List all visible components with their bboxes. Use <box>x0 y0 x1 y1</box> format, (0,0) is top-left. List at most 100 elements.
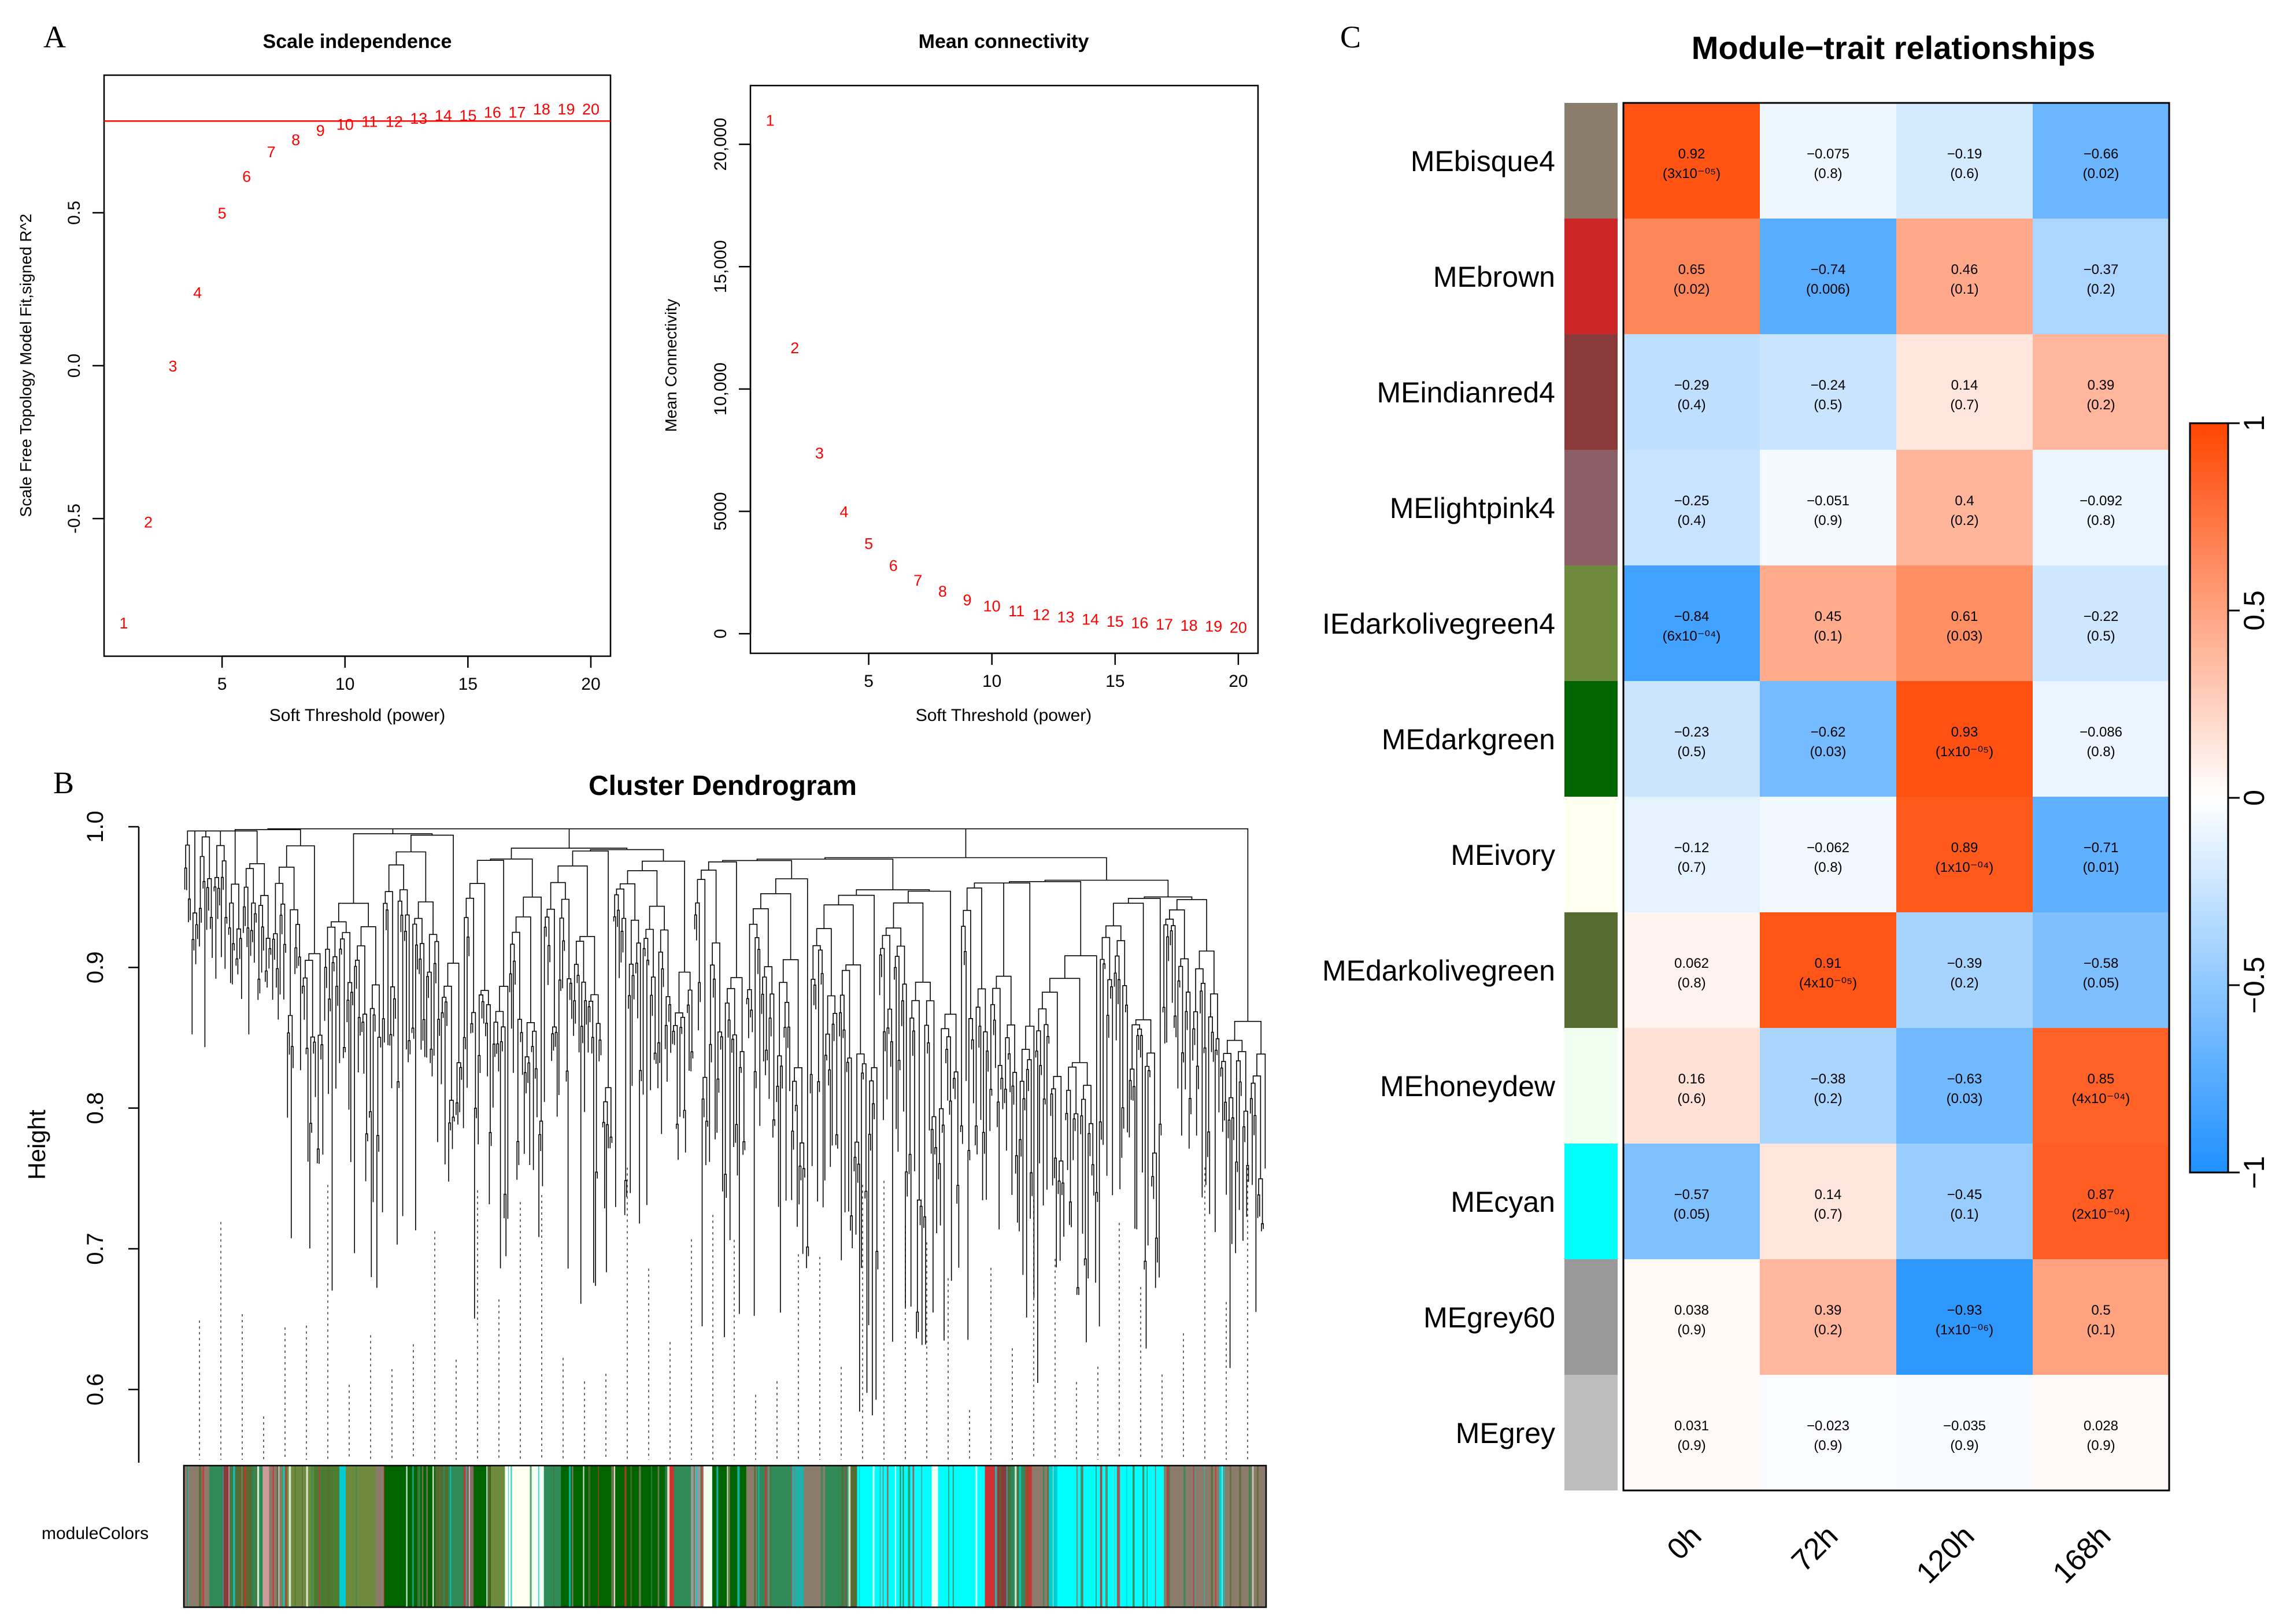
legend-tick-label: −0.5 <box>2238 957 2270 1014</box>
module-color-stripe <box>217 1466 219 1607</box>
color-legend-axis: 1 0.5 0 −0.5 −1 <box>2228 415 2270 1189</box>
module-color-stripe <box>443 1466 445 1607</box>
module-color-stripe <box>900 1466 901 1607</box>
data-point: 16 <box>1131 615 1148 632</box>
row-label: MEbisque4 <box>1411 145 1555 177</box>
cell-pvalue: (0.1) <box>1950 282 1978 297</box>
module-color-stripe <box>450 1466 452 1607</box>
module-color-segment <box>791 1466 804 1607</box>
y-tick-label: 1.0 <box>83 811 108 843</box>
cell-correlation: −0.24 <box>1811 378 1846 393</box>
module-color-segment <box>282 1466 315 1607</box>
data-point: 1 <box>766 112 775 129</box>
cell-correlation: −0.035 <box>1943 1418 1986 1434</box>
cell-correlation: −0.57 <box>1674 1187 1710 1203</box>
cell-correlation: −0.38 <box>1811 1071 1846 1087</box>
cell-pvalue: (0.1) <box>1814 628 1842 644</box>
y-tick-label: 0.5 <box>65 201 84 225</box>
module-color-stripe <box>569 1466 571 1607</box>
module-color-stripe <box>583 1466 584 1607</box>
heatmap-cell <box>1623 797 1760 913</box>
module-color-stripe <box>1183 1466 1186 1607</box>
module-color-stripe <box>695 1466 698 1607</box>
heatmap-cells: 0.92 (3x10⁻⁰⁵) −0.075 (0.8) −0.19 (0.6) −0.66 (… <box>1623 103 2170 1491</box>
module-color-stripe <box>1100 1466 1102 1607</box>
module-color-stripe <box>1167 1466 1170 1607</box>
module-color-segment <box>1057 1466 1164 1607</box>
module-color-stripe <box>1142 1466 1145 1607</box>
data-point: 5 <box>864 535 873 553</box>
heatmap-cell <box>2033 565 2170 682</box>
module-color-stripe <box>303 1466 304 1607</box>
heatmap-cell <box>1623 1144 1760 1260</box>
data-point: 12 <box>386 113 403 130</box>
module-color-stripe <box>1019 1466 1022 1607</box>
cell-correlation: 0.61 <box>1951 609 1978 624</box>
cell-correlation: −0.58 <box>2084 956 2119 971</box>
module-color-stripe <box>1239 1466 1241 1607</box>
chart-title: Scale independence <box>263 31 452 53</box>
module-color-stripe <box>223 1466 224 1607</box>
cell-pvalue: (0.9) <box>1814 1438 1842 1453</box>
module-color-stripe <box>630 1466 632 1607</box>
module-color-stripe <box>319 1466 320 1607</box>
module-color-segment <box>1164 1466 1220 1607</box>
module-color-swatch <box>1564 797 1618 912</box>
y-tick-label: 0.0 <box>65 354 84 378</box>
module-color-swatch <box>1564 334 1618 450</box>
data-point: 12 <box>1033 606 1050 623</box>
module-color-swatch <box>1564 1259 1618 1375</box>
y-tick-label: -0.5 <box>65 504 84 534</box>
cell-pvalue: (0.8) <box>1677 975 1705 991</box>
mean-connectivity-plot: Mean connectivity 5 10 15 20 0500010,00015,… <box>662 31 1259 725</box>
data-point: 3 <box>169 358 177 375</box>
cell-correlation: −0.37 <box>2084 262 2119 278</box>
cell-pvalue: (0.7) <box>1950 397 1978 413</box>
heatmap-cell <box>2033 1375 2170 1491</box>
module-color-stripe <box>455 1466 457 1607</box>
cell-correlation: 0.85 <box>2088 1071 2115 1087</box>
module-color-stripe <box>665 1466 667 1607</box>
data-point: 4 <box>193 284 202 302</box>
legend-tick-label: −1 <box>2238 1156 2270 1189</box>
module-color-segment <box>531 1466 545 1607</box>
cell-pvalue: (3x10⁻⁰⁵) <box>1663 166 1721 182</box>
module-color-stripe <box>848 1466 851 1607</box>
module-color-segment <box>313 1466 340 1607</box>
cell-correlation: −0.075 <box>1807 146 1849 162</box>
data-point: 1 <box>120 615 128 632</box>
y-tick-label: 10,000 <box>711 362 730 416</box>
module-color-stripe <box>244 1466 246 1607</box>
cell-pvalue: (2x10⁻⁰⁴) <box>2072 1207 2130 1222</box>
column-label: 168h <box>2047 1519 2118 1590</box>
cell-pvalue: (0.8) <box>1814 166 1842 182</box>
module-trait-heatmap: Module−trait relationships 0.92 (3x10⁻⁰⁵)… <box>1322 29 2270 1590</box>
heatmap-cell <box>1623 103 1760 219</box>
module-color-stripe <box>302 1466 303 1607</box>
heatmap-cell <box>2033 334 2170 450</box>
module-color-swatch <box>1564 565 1618 681</box>
module-color-stripe <box>271 1466 273 1607</box>
module-color-stripe <box>1252 1466 1254 1607</box>
cell-correlation: 0.91 <box>1815 956 1842 971</box>
heatmap-cell <box>2033 219 2170 335</box>
module-color-stripe <box>285 1466 287 1607</box>
column-labels: 0h 72h 120h 168h <box>1661 1519 2118 1590</box>
row-label: MElightpink4 <box>1390 492 1555 524</box>
y-axis-label: Mean Connectivity <box>662 299 680 432</box>
module-color-stripe <box>767 1466 770 1607</box>
module-color-stripe <box>283 1466 285 1607</box>
x-axis: 5 10 15 20 <box>217 655 601 694</box>
module-color-segment <box>857 1466 933 1607</box>
data-point: 9 <box>963 591 972 609</box>
module-color-stripe <box>1118 1466 1120 1607</box>
cell-correlation: 0.92 <box>1678 146 1705 162</box>
module-color-stripe <box>553 1466 554 1607</box>
module-color-segment <box>1031 1466 1049 1607</box>
cell-pvalue: (0.8) <box>2086 744 2115 760</box>
cell-correlation: 0.031 <box>1674 1418 1709 1434</box>
column-label: 0h <box>1661 1519 1708 1566</box>
cell-pvalue: (0.02) <box>1674 282 1710 297</box>
module-color-stripe <box>1126 1466 1127 1607</box>
heatmap-cell <box>1896 797 2033 913</box>
